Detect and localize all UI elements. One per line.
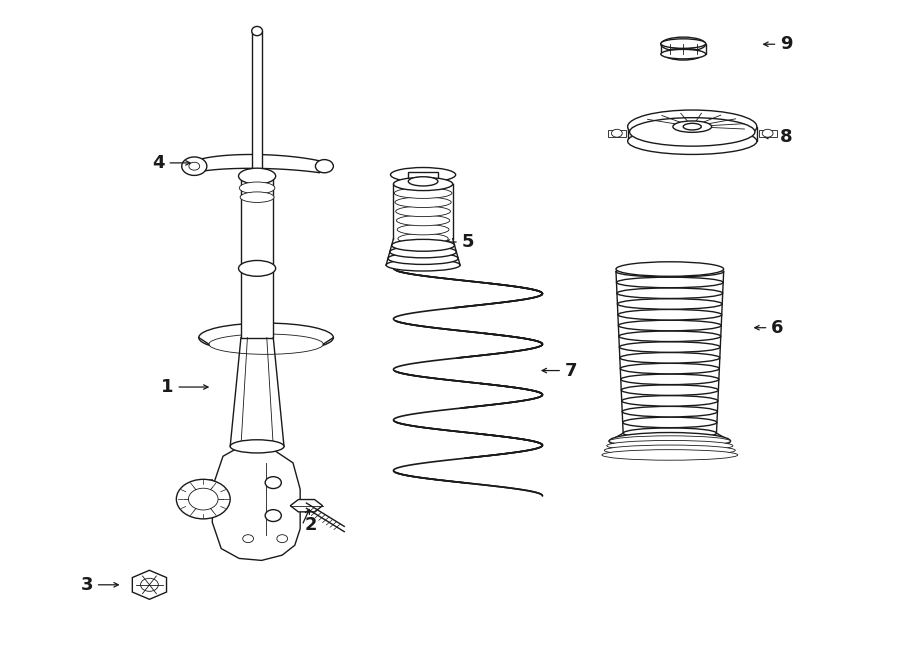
Polygon shape bbox=[194, 154, 320, 173]
Circle shape bbox=[277, 535, 288, 543]
Ellipse shape bbox=[619, 342, 720, 352]
Ellipse shape bbox=[616, 288, 723, 299]
Circle shape bbox=[182, 157, 207, 175]
Bar bbox=[241, 176, 274, 268]
Ellipse shape bbox=[609, 432, 731, 449]
Ellipse shape bbox=[616, 261, 724, 276]
Text: 7: 7 bbox=[565, 361, 578, 379]
Ellipse shape bbox=[392, 240, 454, 252]
Ellipse shape bbox=[622, 396, 718, 406]
Ellipse shape bbox=[240, 192, 274, 203]
Ellipse shape bbox=[386, 259, 460, 271]
Ellipse shape bbox=[661, 37, 706, 52]
Polygon shape bbox=[212, 443, 301, 561]
Bar bbox=[252, 31, 263, 176]
Ellipse shape bbox=[683, 123, 701, 130]
Ellipse shape bbox=[397, 224, 449, 235]
Ellipse shape bbox=[621, 374, 719, 385]
Circle shape bbox=[266, 477, 282, 489]
Ellipse shape bbox=[623, 428, 716, 438]
Circle shape bbox=[611, 129, 622, 137]
Bar bbox=[661, 44, 706, 54]
Ellipse shape bbox=[630, 118, 755, 146]
Ellipse shape bbox=[619, 331, 721, 342]
Text: 5: 5 bbox=[462, 233, 474, 251]
Ellipse shape bbox=[616, 266, 724, 277]
Ellipse shape bbox=[627, 128, 757, 154]
Ellipse shape bbox=[623, 417, 717, 428]
Circle shape bbox=[762, 129, 773, 137]
Polygon shape bbox=[608, 130, 625, 137]
Ellipse shape bbox=[609, 436, 731, 446]
Ellipse shape bbox=[673, 121, 712, 132]
Ellipse shape bbox=[251, 172, 263, 180]
Ellipse shape bbox=[622, 406, 717, 417]
Ellipse shape bbox=[390, 246, 456, 258]
Ellipse shape bbox=[396, 206, 451, 216]
Polygon shape bbox=[759, 130, 777, 137]
Ellipse shape bbox=[238, 168, 275, 184]
Circle shape bbox=[188, 488, 218, 510]
Text: 2: 2 bbox=[305, 516, 317, 534]
Ellipse shape bbox=[396, 215, 450, 226]
Circle shape bbox=[243, 535, 254, 543]
Ellipse shape bbox=[627, 110, 757, 143]
Ellipse shape bbox=[621, 385, 718, 395]
Circle shape bbox=[189, 162, 200, 170]
Ellipse shape bbox=[398, 234, 448, 244]
Bar bbox=[409, 172, 438, 181]
Ellipse shape bbox=[607, 440, 733, 451]
Ellipse shape bbox=[616, 277, 724, 288]
Text: 3: 3 bbox=[80, 576, 93, 594]
Ellipse shape bbox=[620, 353, 720, 363]
Circle shape bbox=[176, 479, 230, 519]
Ellipse shape bbox=[604, 445, 735, 455]
Ellipse shape bbox=[409, 177, 438, 186]
Text: 1: 1 bbox=[161, 378, 174, 396]
Ellipse shape bbox=[230, 440, 284, 453]
Ellipse shape bbox=[393, 177, 453, 191]
Polygon shape bbox=[291, 500, 322, 512]
Ellipse shape bbox=[388, 252, 458, 264]
Ellipse shape bbox=[618, 320, 721, 331]
Ellipse shape bbox=[664, 48, 702, 60]
Ellipse shape bbox=[252, 26, 263, 36]
Ellipse shape bbox=[395, 197, 451, 207]
Circle shape bbox=[315, 160, 333, 173]
Circle shape bbox=[266, 510, 282, 522]
Text: 9: 9 bbox=[780, 35, 793, 53]
Ellipse shape bbox=[209, 334, 323, 354]
Ellipse shape bbox=[661, 50, 706, 59]
Text: 6: 6 bbox=[771, 318, 784, 337]
Text: 8: 8 bbox=[780, 128, 793, 146]
Ellipse shape bbox=[239, 182, 274, 194]
Ellipse shape bbox=[199, 323, 333, 352]
Ellipse shape bbox=[394, 188, 452, 199]
Ellipse shape bbox=[602, 449, 738, 460]
Polygon shape bbox=[132, 570, 166, 599]
Ellipse shape bbox=[238, 260, 275, 276]
Bar bbox=[627, 126, 757, 141]
Text: 4: 4 bbox=[152, 154, 165, 172]
Ellipse shape bbox=[391, 167, 455, 182]
Ellipse shape bbox=[620, 363, 719, 374]
Ellipse shape bbox=[393, 179, 453, 189]
Ellipse shape bbox=[618, 309, 722, 320]
Bar bbox=[241, 268, 274, 338]
Ellipse shape bbox=[617, 299, 722, 309]
Circle shape bbox=[140, 579, 158, 591]
Ellipse shape bbox=[661, 39, 706, 48]
